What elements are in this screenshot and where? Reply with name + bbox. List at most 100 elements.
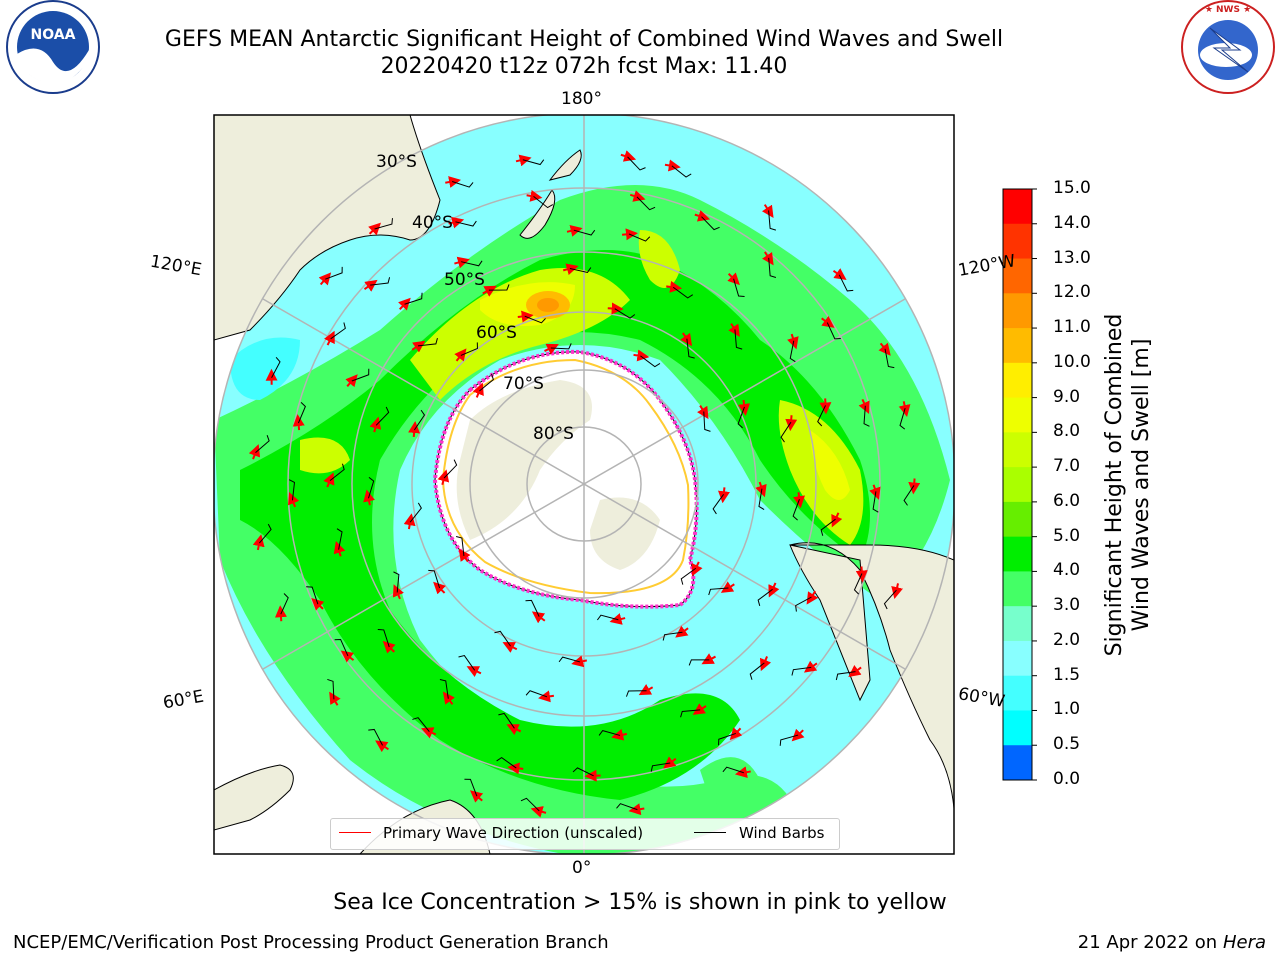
wind-barb — [443, 459, 458, 479]
wind-barb — [524, 315, 546, 324]
colorbar-title-line1: Significant Height of Combined — [1102, 313, 1127, 657]
colorbar-tick-label: 11.0 — [1053, 317, 1091, 338]
new-zealand — [519, 149, 582, 239]
colorbar-bin — [1003, 189, 1032, 225]
wind-barb — [393, 571, 400, 593]
colorbar-tick-label: 6.0 — [1053, 490, 1081, 511]
wind-barb — [464, 778, 478, 797]
wind-barb — [616, 803, 638, 811]
wind-barb — [826, 322, 841, 340]
wind-barb — [558, 656, 581, 663]
wind-barb — [749, 662, 765, 680]
wind-barb — [412, 717, 430, 732]
lat-label-40s: 40°S — [412, 213, 453, 233]
wave-arrow — [633, 349, 650, 362]
wind-barb — [779, 734, 799, 746]
sea-ice-note: Sea Ice Concentration > 15% is shown in … — [333, 890, 947, 915]
colorbar-tick-label: 15.0 — [1053, 178, 1091, 198]
colorbar-bin — [1003, 397, 1032, 433]
colorbar-tick-label: 10.0 — [1053, 351, 1091, 372]
graticule — [214, 115, 954, 854]
wind-barb — [768, 257, 777, 278]
noaa-logo-text: NOAA — [31, 27, 76, 43]
colorbar-bin — [1003, 467, 1032, 503]
wind-barb — [455, 536, 465, 557]
colorbar-tick-label: 9.0 — [1053, 386, 1081, 407]
wind-barbs-legend-swatch — [694, 832, 726, 833]
wind-barb — [614, 308, 636, 319]
wind-barb — [628, 233, 651, 242]
wind-barb — [712, 493, 725, 515]
wave-arrow — [538, 690, 555, 703]
wind-barb — [325, 266, 343, 280]
colorbar-tick-label: 8.0 — [1053, 421, 1081, 442]
wind-barb — [671, 165, 692, 178]
wind-barb — [758, 488, 765, 510]
colorbar-tick-label: 7.0 — [1053, 456, 1081, 477]
wind-barb — [795, 596, 812, 612]
colorbar-bin — [1003, 745, 1032, 781]
wind-barb — [413, 409, 426, 431]
colorbar-bin — [1003, 501, 1032, 538]
wind-barb — [817, 405, 826, 427]
wind-barb — [636, 196, 656, 211]
wind-barb — [375, 406, 390, 426]
chart-subtitle: 20220420 t12z 072h fcst Max: 11.40 — [380, 54, 788, 79]
wind-barb — [460, 342, 478, 356]
wind-barb — [336, 528, 343, 550]
wave-arrow — [785, 415, 798, 432]
wind-barb — [662, 631, 683, 641]
wind-barb — [640, 355, 661, 368]
wind-barb — [686, 338, 695, 359]
wind-barb — [820, 518, 836, 536]
wave-arrow — [448, 216, 465, 229]
wave-arrow — [692, 703, 707, 715]
wind-barb — [351, 368, 370, 382]
wave-arrow — [761, 204, 774, 218]
wind-barb — [688, 659, 710, 666]
wind-barb — [650, 762, 671, 772]
wave-arrow — [408, 420, 421, 438]
wind-barb — [791, 666, 812, 676]
colorbar-tick-label: 4.0 — [1053, 560, 1081, 581]
wind-barb — [288, 479, 296, 501]
wind-barb — [297, 401, 306, 424]
wave-direction-legend-swatch — [339, 832, 371, 833]
wind-barb — [550, 343, 572, 350]
wave-arrow — [768, 582, 780, 598]
lon-label-180: 180° — [561, 89, 602, 109]
colorbar-bin — [1003, 606, 1032, 642]
wave-arrow — [442, 691, 455, 705]
colorbar-tick-label: 0.5 — [1053, 734, 1081, 755]
wave-arrow — [398, 297, 411, 311]
wind-barb — [792, 499, 800, 521]
wave-arrow — [694, 210, 711, 222]
wind-barb — [404, 292, 423, 305]
wind-barb — [737, 406, 745, 429]
colorbar-tick-label: 1.0 — [1053, 699, 1081, 720]
wind-barb — [417, 337, 438, 347]
wind-barb — [522, 159, 545, 166]
lat-label-80s: 80°S — [533, 424, 574, 444]
wave-arrow — [437, 469, 450, 486]
colorbar-tick-label: 3.0 — [1053, 595, 1081, 616]
colorbar-tick-label: 14.0 — [1053, 212, 1091, 233]
wind-barb — [718, 732, 736, 746]
wind-barb — [789, 340, 796, 363]
lon-label-0: 0° — [572, 858, 592, 878]
wind-barb — [757, 588, 773, 606]
wind-barb — [498, 712, 515, 729]
wind-barb — [374, 218, 393, 230]
lat-label-60s: 60°S — [476, 323, 517, 343]
wind-barb — [368, 728, 384, 746]
wind-barb — [329, 463, 345, 481]
wave-arrow — [720, 581, 735, 593]
wind-barb — [458, 654, 476, 671]
lat-label-70s: 70°S — [503, 374, 544, 394]
footer-host: Hera — [1222, 932, 1266, 953]
wind-barb — [835, 671, 856, 681]
wind-barb — [520, 797, 540, 812]
colorbar-tick-label: 13.0 — [1053, 247, 1091, 268]
wind-barb — [596, 614, 619, 621]
wind-barb — [525, 599, 540, 617]
